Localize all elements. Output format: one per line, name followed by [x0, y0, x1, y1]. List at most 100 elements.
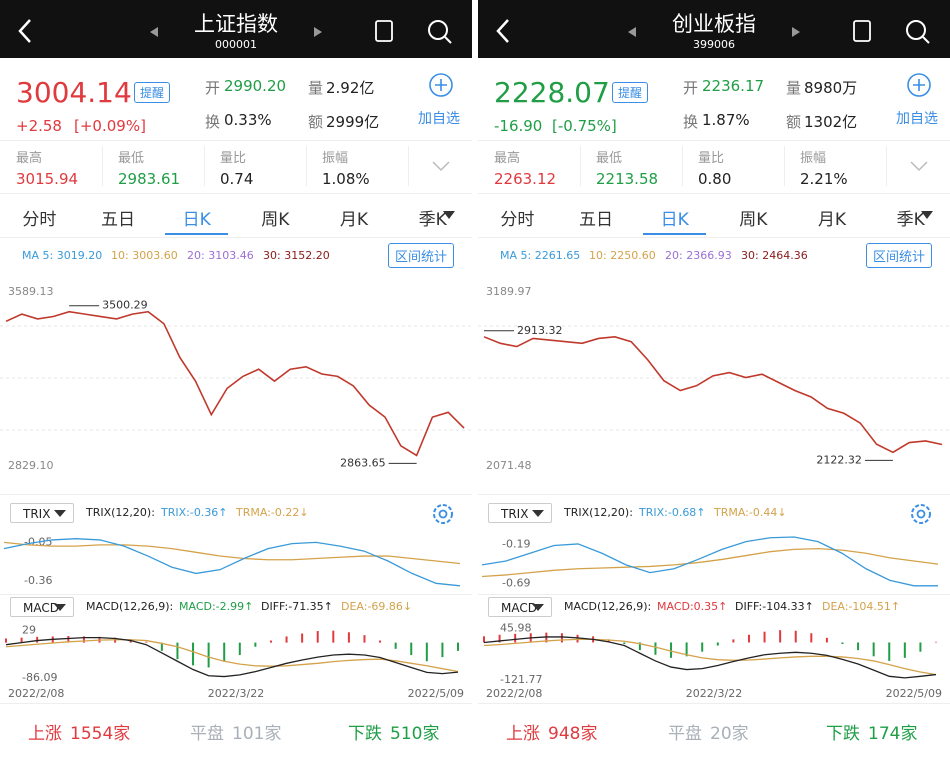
search-icon [428, 20, 448, 40]
ma-legend: 10: 3003.60 [111, 249, 178, 262]
indicator-selector[interactable]: TRIX [10, 503, 74, 523]
stat-separator [886, 146, 887, 186]
stat-separator [408, 146, 409, 186]
high-label: 2913.32 [517, 324, 563, 337]
stock-screen: 创业板指 399006 2228.07 提醒 -16.90 [-0.75%] 开 2236.1… [478, 0, 950, 763]
add-watchlist[interactable]: 加自选 [418, 111, 460, 127]
stat-value: 0.74 [220, 170, 254, 188]
add-plus [435, 79, 447, 91]
ma-legend: 30: 3152.20 [263, 249, 330, 262]
selector-arrow [54, 510, 66, 517]
ma-legend: MA 5: 3019.20 [22, 249, 103, 262]
stat-value: 0.80 [698, 170, 732, 188]
breadth-label: 下跌 [348, 724, 382, 744]
kline-chart: 3189.97 2071.48 2913.32 2122.32 [478, 285, 950, 472]
period-tab[interactable]: 季K [418, 210, 447, 230]
stat-value: 2.21% [800, 170, 848, 188]
add-plus [913, 79, 925, 91]
ma-legend: 20: 3103.46 [187, 249, 254, 262]
indicator-selector[interactable]: MACD [488, 597, 552, 617]
header: 上证指数 000001 [0, 0, 472, 58]
diff-line [5, 637, 459, 678]
trma-line [3, 541, 461, 565]
amount-label: 额 [786, 113, 802, 131]
turnover-value: 0.33% [224, 111, 272, 129]
back-button[interactable] [18, 19, 31, 43]
indicator-value: TRMA:-0.22↓ [236, 506, 309, 519]
period-tab[interactable]: 分时 [500, 210, 535, 230]
turnover-value: 1.87% [702, 111, 750, 129]
header-icons [496, 19, 930, 44]
date-label: 2022/3/22 [207, 687, 265, 700]
open-value: 2990.20 [224, 77, 287, 95]
trix-line [3, 538, 461, 587]
trma-line [481, 547, 939, 578]
divider [0, 140, 472, 141]
period-tab[interactable]: 周K [261, 210, 290, 230]
period-tab[interactable]: 季K [896, 210, 925, 230]
indicator-value: TRIX:-0.36↑ [161, 506, 228, 519]
indicator-value: MACD:0.35↑ [657, 600, 728, 613]
stat-separator [682, 146, 683, 186]
back-button[interactable] [496, 19, 509, 43]
period-tab[interactable]: 周K [739, 210, 768, 230]
period-tab[interactable]: 月K [817, 210, 847, 230]
stat-value: 3015.94 [16, 170, 79, 188]
next-arrow [792, 27, 800, 37]
stat-value: 2263.12 [494, 170, 557, 188]
gear-outer[interactable] [911, 504, 931, 524]
divider [478, 140, 950, 141]
stock-title: 上证指数 [194, 12, 278, 36]
prev-arrow [628, 27, 636, 37]
settings-icon [911, 504, 931, 524]
y-tick-label: 2071.48 [486, 459, 532, 472]
macd-chart: 29 -86.09 [5, 624, 459, 684]
dea-line [483, 638, 937, 676]
high-label: 3500.29 [102, 299, 148, 312]
range-button[interactable]: 区间统计 [866, 243, 933, 268]
period-tab[interactable]: 分时 [22, 210, 57, 230]
switch-icon [375, 20, 393, 42]
divider [0, 237, 472, 238]
date-label: 2022/2/08 [486, 687, 543, 700]
y-tick-label: 29 [22, 624, 36, 637]
indicator-value: TRMA:-0.44↓ [714, 506, 787, 519]
add-icon [429, 73, 453, 97]
chevron [910, 161, 928, 172]
period-tab[interactable]: 日K [660, 210, 689, 230]
add-circle[interactable] [907, 73, 931, 97]
search-icon [906, 20, 926, 40]
remind-button[interactable]: 提醒 [134, 82, 171, 103]
stat-separator [102, 146, 103, 186]
add-circle[interactable] [429, 73, 453, 97]
vol-label: 量 [786, 79, 802, 97]
breadth-label: 上涨 [28, 724, 62, 744]
open-label: 开 [683, 79, 699, 97]
kline-chart: 3589.13 2829.10 3500.29 2863.65 [0, 285, 472, 472]
period-tab[interactable]: 五日 [578, 210, 613, 230]
indicator-selector[interactable]: TRIX [488, 503, 552, 523]
dropdown-arrow [921, 211, 933, 219]
gear-outer[interactable] [433, 504, 453, 524]
dropdown-arrow [532, 510, 544, 517]
indicator-value: DEA:-69.86↓ [341, 600, 413, 613]
breadth-label: 下跌 [826, 724, 860, 744]
trix-chart: -0.05-0.36 [3, 535, 461, 587]
open-value: 2236.17 [702, 77, 765, 95]
range-button[interactable]: 区间统计 [388, 243, 455, 268]
period-tab[interactable]: 日K [182, 210, 211, 230]
header-icons [18, 19, 452, 44]
remind-button[interactable]: 提醒 [612, 82, 649, 103]
ma-legend: MA 5: 2261.65 [500, 249, 581, 262]
period-tab[interactable]: 五日 [100, 210, 135, 230]
turnover-label: 换 [205, 113, 221, 131]
stat-separator [580, 146, 581, 186]
stat-label: 最高 [494, 151, 521, 166]
indicator-selector[interactable]: MACD [10, 597, 74, 617]
divider [0, 594, 472, 595]
breadth-count: 20家 [710, 724, 749, 744]
ma-legend: 20: 2366.93 [665, 249, 732, 262]
period-tab[interactable]: 月K [339, 210, 369, 230]
prev-arrow [150, 27, 158, 37]
add-watchlist[interactable]: 加自选 [896, 111, 938, 127]
